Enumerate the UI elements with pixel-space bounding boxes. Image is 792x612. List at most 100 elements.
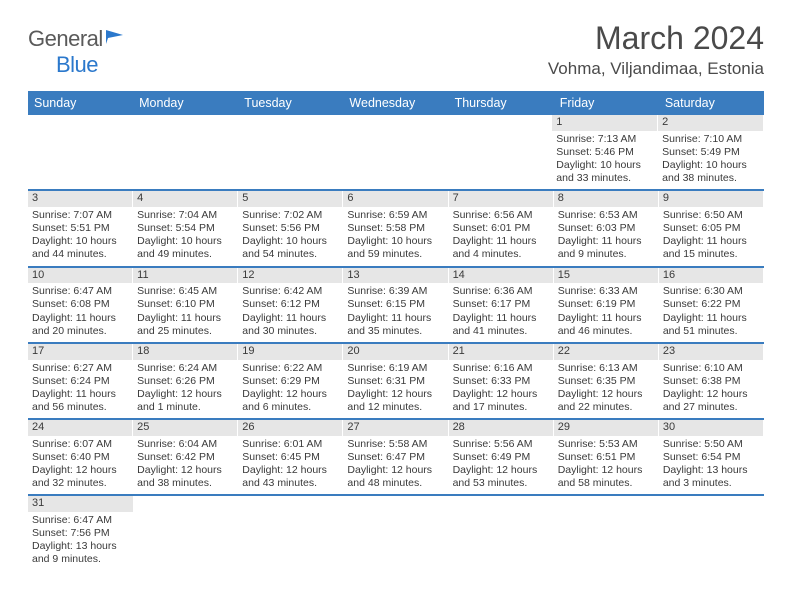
empty-cell <box>238 115 343 189</box>
day-body: Sunrise: 7:02 AMSunset: 5:56 PMDaylight:… <box>238 207 342 266</box>
empty-cell <box>447 115 552 189</box>
sunrise-text: Sunrise: 6:04 AM <box>137 438 233 451</box>
sunrise-text: Sunrise: 6:47 AM <box>32 514 129 527</box>
day-number: 13 <box>343 268 447 284</box>
empty-cell <box>239 496 344 570</box>
day-number: 27 <box>343 420 447 436</box>
sunset-text: Sunset: 5:58 PM <box>347 222 443 235</box>
daylight-text: Daylight: 10 hours and 49 minutes. <box>137 235 233 261</box>
day-body: Sunrise: 6:27 AMSunset: 6:24 PMDaylight:… <box>28 360 132 419</box>
page-header: General March 2024 Vohma, Viljandimaa, E… <box>0 0 792 87</box>
day-cell: 18Sunrise: 6:24 AMSunset: 6:26 PMDayligh… <box>133 344 238 418</box>
day-cell: 3Sunrise: 7:07 AMSunset: 5:51 PMDaylight… <box>28 191 133 265</box>
day-body: Sunrise: 6:50 AMSunset: 6:05 PMDaylight:… <box>659 207 763 266</box>
sunrise-text: Sunrise: 5:58 AM <box>347 438 443 451</box>
sunset-text: Sunset: 6:38 PM <box>663 375 759 388</box>
daylight-text: Daylight: 12 hours and 12 minutes. <box>347 388 443 414</box>
daylight-text: Daylight: 11 hours and 20 minutes. <box>32 312 128 338</box>
logo-text-blue-wrap: Blue <box>56 52 98 78</box>
sunrise-text: Sunrise: 6:53 AM <box>558 209 654 222</box>
day-number: 22 <box>554 344 658 360</box>
day-body: Sunrise: 6:45 AMSunset: 6:10 PMDaylight:… <box>133 283 237 342</box>
day-number: 19 <box>238 344 342 360</box>
empty-cell <box>659 496 764 570</box>
day-body: Sunrise: 6:07 AMSunset: 6:40 PMDaylight:… <box>28 436 132 495</box>
day-body: Sunrise: 7:10 AMSunset: 5:49 PMDaylight:… <box>658 131 763 190</box>
sunrise-text: Sunrise: 7:07 AM <box>32 209 128 222</box>
day-cell: 27Sunrise: 5:58 AMSunset: 6:47 PMDayligh… <box>343 420 448 494</box>
dayheader-sunday: Sunday <box>28 91 133 115</box>
day-cell: 17Sunrise: 6:27 AMSunset: 6:24 PMDayligh… <box>28 344 133 418</box>
daylight-text: Daylight: 12 hours and 43 minutes. <box>242 464 338 490</box>
sunset-text: Sunset: 5:54 PM <box>137 222 233 235</box>
day-body: Sunrise: 6:42 AMSunset: 6:12 PMDaylight:… <box>238 283 342 342</box>
sunset-text: Sunset: 6:31 PM <box>347 375 443 388</box>
daylight-text: Daylight: 10 hours and 59 minutes. <box>347 235 443 261</box>
daylight-text: Daylight: 11 hours and 25 minutes. <box>137 312 233 338</box>
daylight-text: Daylight: 13 hours and 9 minutes. <box>32 540 129 566</box>
sunset-text: Sunset: 6:05 PM <box>663 222 759 235</box>
logo-text-blue: Blue <box>56 52 98 77</box>
day-cell: 28Sunrise: 5:56 AMSunset: 6:49 PMDayligh… <box>449 420 554 494</box>
sunset-text: Sunset: 6:15 PM <box>347 298 443 311</box>
empty-cell <box>554 496 659 570</box>
dayheader-saturday: Saturday <box>659 91 764 115</box>
daylight-text: Daylight: 12 hours and 58 minutes. <box>558 464 654 490</box>
calendar-grid: SundayMondayTuesdayWednesdayThursdayFrid… <box>28 91 764 571</box>
daylight-text: Daylight: 11 hours and 56 minutes. <box>32 388 128 414</box>
day-body: Sunrise: 7:04 AMSunset: 5:54 PMDaylight:… <box>133 207 237 266</box>
sunrise-text: Sunrise: 6:01 AM <box>242 438 338 451</box>
day-body: Sunrise: 6:13 AMSunset: 6:35 PMDaylight:… <box>554 360 658 419</box>
day-number: 3 <box>28 191 132 207</box>
empty-cell <box>344 496 449 570</box>
day-cell: 13Sunrise: 6:39 AMSunset: 6:15 PMDayligh… <box>343 268 448 342</box>
sunset-text: Sunset: 6:10 PM <box>137 298 233 311</box>
dayheader-thursday: Thursday <box>449 91 554 115</box>
sunset-text: Sunset: 5:46 PM <box>556 146 653 159</box>
day-body: Sunrise: 6:59 AMSunset: 5:58 PMDaylight:… <box>343 207 447 266</box>
sunrise-text: Sunrise: 6:16 AM <box>453 362 549 375</box>
day-number: 28 <box>449 420 553 436</box>
sunrise-text: Sunrise: 5:53 AM <box>558 438 654 451</box>
sunrise-text: Sunrise: 6:36 AM <box>453 285 549 298</box>
day-number: 1 <box>552 115 657 131</box>
sunrise-text: Sunrise: 5:56 AM <box>453 438 549 451</box>
day-body: Sunrise: 6:04 AMSunset: 6:42 PMDaylight:… <box>133 436 237 495</box>
day-body: Sunrise: 6:30 AMSunset: 6:22 PMDaylight:… <box>659 283 763 342</box>
day-number: 14 <box>449 268 553 284</box>
title-block: March 2024 Vohma, Viljandimaa, Estonia <box>548 20 764 79</box>
day-number: 7 <box>449 191 553 207</box>
sunrise-text: Sunrise: 6:59 AM <box>347 209 443 222</box>
day-cell: 8Sunrise: 6:53 AMSunset: 6:03 PMDaylight… <box>554 191 659 265</box>
day-number: 24 <box>28 420 132 436</box>
day-number: 8 <box>554 191 658 207</box>
sunrise-text: Sunrise: 7:02 AM <box>242 209 338 222</box>
day-number: 17 <box>28 344 132 360</box>
day-number: 31 <box>28 496 133 512</box>
sunset-text: Sunset: 6:47 PM <box>347 451 443 464</box>
sunrise-text: Sunrise: 6:27 AM <box>32 362 128 375</box>
day-body: Sunrise: 6:19 AMSunset: 6:31 PMDaylight:… <box>343 360 447 419</box>
day-cell: 10Sunrise: 6:47 AMSunset: 6:08 PMDayligh… <box>28 268 133 342</box>
day-number: 21 <box>449 344 553 360</box>
logo: General <box>28 26 127 52</box>
sunset-text: Sunset: 6:26 PM <box>137 375 233 388</box>
dayheader-monday: Monday <box>133 91 238 115</box>
day-cell: 23Sunrise: 6:10 AMSunset: 6:38 PMDayligh… <box>659 344 764 418</box>
daylight-text: Daylight: 11 hours and 9 minutes. <box>558 235 654 261</box>
day-cell: 2Sunrise: 7:10 AMSunset: 5:49 PMDaylight… <box>658 115 764 189</box>
sunset-text: Sunset: 6:35 PM <box>558 375 654 388</box>
day-cell: 29Sunrise: 5:53 AMSunset: 6:51 PMDayligh… <box>554 420 659 494</box>
empty-cell <box>133 115 238 189</box>
day-cell: 31Sunrise: 6:47 AMSunset: 7:56 PMDayligh… <box>28 496 134 570</box>
sunset-text: Sunset: 5:49 PM <box>662 146 759 159</box>
day-cell: 24Sunrise: 6:07 AMSunset: 6:40 PMDayligh… <box>28 420 133 494</box>
day-body: Sunrise: 5:53 AMSunset: 6:51 PMDaylight:… <box>554 436 658 495</box>
sunrise-text: Sunrise: 6:33 AM <box>558 285 654 298</box>
sunset-text: Sunset: 6:19 PM <box>558 298 654 311</box>
sunrise-text: Sunrise: 6:30 AM <box>663 285 759 298</box>
day-cell: 1Sunrise: 7:13 AMSunset: 5:46 PMDaylight… <box>552 115 658 189</box>
day-number: 16 <box>659 268 763 284</box>
daylight-text: Daylight: 11 hours and 46 minutes. <box>558 312 654 338</box>
day-body: Sunrise: 6:53 AMSunset: 6:03 PMDaylight:… <box>554 207 658 266</box>
